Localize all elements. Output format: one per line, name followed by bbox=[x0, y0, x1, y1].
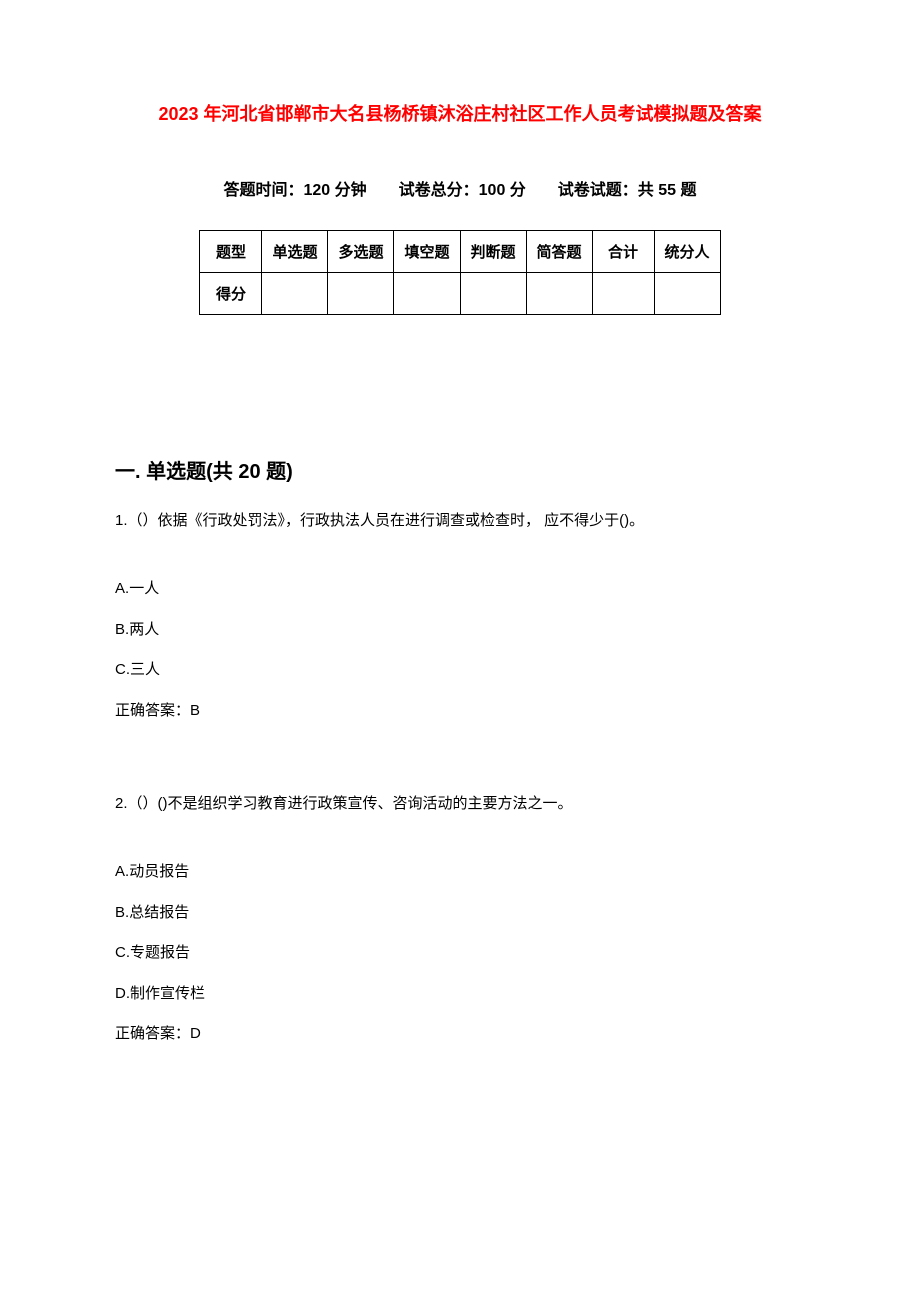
option-label: C. bbox=[115, 661, 130, 678]
option-label: A. bbox=[115, 580, 129, 597]
question-number: 1. bbox=[115, 512, 128, 529]
table-header-cell: 统分人 bbox=[654, 231, 720, 273]
table-header-cell: 判断题 bbox=[460, 231, 526, 273]
question-content: （）()不是组织学习教育进行政策宣传、咨询活动的主要方法之一。 bbox=[128, 795, 573, 812]
table-header-cell: 填空题 bbox=[394, 231, 460, 273]
question-number: 2. bbox=[115, 795, 128, 812]
answer-line: 正确答案：D bbox=[115, 1023, 805, 1046]
question-text: 1.（）依据《行政处罚法》，行政执法人员在进行调查或检查时， 应不得少于()。 bbox=[115, 509, 805, 533]
table-empty-cell bbox=[394, 273, 460, 315]
option-b: B.总结报告 bbox=[115, 902, 805, 925]
score-table: 题型 单选题 多选题 填空题 判断题 简答题 合计 统分人 得分 bbox=[199, 230, 720, 315]
option-text: 动员报告 bbox=[129, 863, 189, 880]
option-a: A.动员报告 bbox=[115, 861, 805, 884]
answer-line: 正确答案：B bbox=[115, 700, 805, 723]
question-block-2: 2.（）()不是组织学习教育进行政策宣传、咨询活动的主要方法之一。 A.动员报告… bbox=[115, 792, 805, 1046]
question-block-1: 1.（）依据《行政处罚法》，行政执法人员在进行调查或检查时， 应不得少于()。 … bbox=[115, 509, 805, 722]
document-title: 2023 年河北省邯郸市大名县杨桥镇沐浴庄村社区工作人员考试模拟题及答案 bbox=[115, 100, 805, 126]
option-label: B. bbox=[115, 621, 129, 638]
answer-value: D bbox=[190, 1025, 201, 1042]
table-row-label: 得分 bbox=[200, 273, 262, 315]
exam-info: 答题时间：120 分钟 试卷总分：100 分 试卷试题：共 55 题 bbox=[115, 176, 805, 200]
question-content: （）依据《行政处罚法》，行政执法人员在进行调查或检查时， 应不得少于()。 bbox=[128, 512, 645, 529]
section-title: 一. 单选题(共 20 题) bbox=[115, 455, 805, 484]
table-header-cell: 单选题 bbox=[262, 231, 328, 273]
table-empty-cell bbox=[328, 273, 394, 315]
option-c: C.三人 bbox=[115, 659, 805, 682]
option-text: 总结报告 bbox=[129, 904, 189, 921]
option-text: 一人 bbox=[129, 580, 159, 597]
option-label: A. bbox=[115, 863, 129, 880]
option-a: A.一人 bbox=[115, 578, 805, 601]
option-text: 两人 bbox=[129, 621, 159, 638]
option-d: D.制作宣传栏 bbox=[115, 983, 805, 1006]
answer-label: 正确答案： bbox=[115, 1025, 190, 1042]
option-text: 三人 bbox=[130, 661, 160, 678]
table-header-row: 题型 单选题 多选题 填空题 判断题 简答题 合计 统分人 bbox=[200, 231, 720, 273]
option-text: 制作宣传栏 bbox=[130, 985, 205, 1002]
table-empty-cell bbox=[592, 273, 654, 315]
option-label: B. bbox=[115, 904, 129, 921]
answer-label: 正确答案： bbox=[115, 702, 190, 719]
table-header-cell: 合计 bbox=[592, 231, 654, 273]
option-text: 专题报告 bbox=[130, 944, 190, 961]
option-label: C. bbox=[115, 944, 130, 961]
table-header-cell: 简答题 bbox=[526, 231, 592, 273]
table-empty-cell bbox=[460, 273, 526, 315]
option-label: D. bbox=[115, 985, 130, 1002]
option-b: B.两人 bbox=[115, 619, 805, 642]
option-c: C.专题报告 bbox=[115, 942, 805, 965]
question-text: 2.（）()不是组织学习教育进行政策宣传、咨询活动的主要方法之一。 bbox=[115, 792, 805, 816]
table-score-row: 得分 bbox=[200, 273, 720, 315]
table-header-cell: 多选题 bbox=[328, 231, 394, 273]
table-empty-cell bbox=[526, 273, 592, 315]
table-empty-cell bbox=[654, 273, 720, 315]
table-header-cell: 题型 bbox=[200, 231, 262, 273]
table-empty-cell bbox=[262, 273, 328, 315]
answer-value: B bbox=[190, 702, 200, 719]
